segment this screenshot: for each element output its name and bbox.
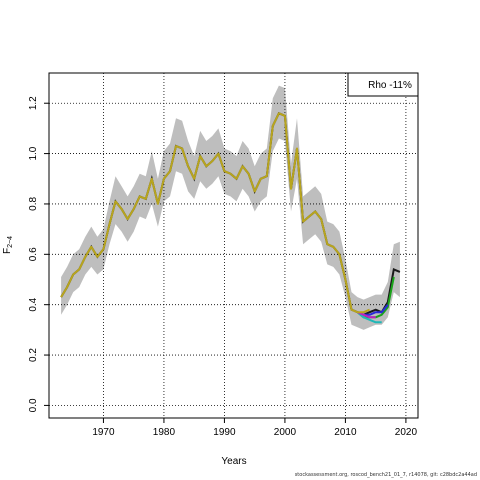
footer-credit: stockassessment.org, roscod_bench21_01_7…	[294, 472, 477, 478]
x-tick-label: 1970	[92, 427, 115, 438]
grid	[49, 73, 418, 418]
series-lines	[60, 112, 401, 324]
x-axis: 1970 1980 1990 2000 2010 2020	[92, 418, 417, 438]
y-tick-label: 0.4	[28, 297, 39, 311]
y-axis-label: F2−4	[2, 236, 14, 254]
y-tick-label: 0.8	[28, 197, 39, 211]
x-tick-label: 1980	[153, 427, 176, 438]
legend-box	[347, 72, 419, 97]
series-line-peel-4	[357, 311, 376, 319]
y-axis: 0.0 0.2 0.4 0.6 0.8 1.0 1.2	[28, 96, 49, 412]
y-axis-label-main: F	[2, 248, 13, 254]
x-tick-label: 2000	[274, 427, 297, 438]
y-axis-label-subscript: 2−4	[7, 236, 14, 248]
confidence-band-area	[61, 85, 400, 330]
y-tick-label: 1.2	[28, 96, 39, 110]
plot-frame	[48, 72, 419, 419]
series-line-peel-5	[60, 112, 370, 314]
y-tick-label: 0.0	[28, 398, 39, 412]
confidence-band	[61, 85, 400, 330]
x-tick-label: 2020	[395, 427, 418, 438]
series-line-peel-3	[356, 311, 382, 324]
legend-text: Rho -11%	[368, 80, 412, 91]
x-tick-label: 1990	[213, 427, 236, 438]
y-tick-label: 0.2	[28, 348, 39, 362]
y-tick-label: 0.6	[28, 247, 39, 261]
legend: Rho -11%	[347, 72, 419, 97]
y-tick-label: 1.0	[28, 146, 39, 160]
x-axis-label: Years	[221, 456, 246, 467]
x-tick-label: 2010	[334, 427, 357, 438]
